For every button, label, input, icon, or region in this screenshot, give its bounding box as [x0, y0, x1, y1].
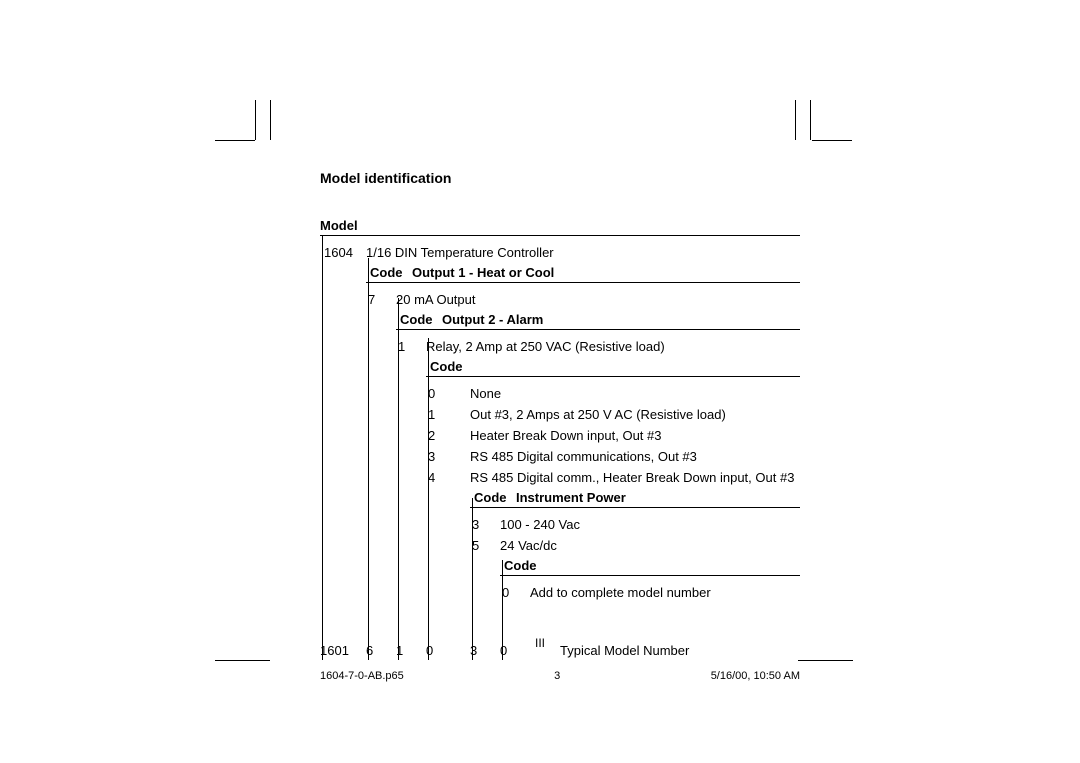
model-id-table: Model 1604 1/16 DIN Temperature Controll… [320, 216, 800, 658]
table-row: 1 Out #3, 2 Amps at 250 V AC (Resistive … [426, 404, 800, 425]
row-desc: RS 485 Digital communications, Out #3 [470, 449, 800, 464]
row-code: 2 [426, 428, 470, 443]
model-desc: 1/16 DIN Temperature Controller [366, 245, 800, 260]
code-label: Code [500, 558, 546, 573]
section-header-complete: Code [500, 556, 800, 576]
section-header-output2: Code Output 2 - Alarm [396, 310, 800, 330]
code-label: Code [426, 359, 472, 374]
row-code: 1 [396, 339, 426, 354]
code-label: Code [366, 265, 412, 280]
table-row: 3 RS 485 Digital communications, Out #3 [426, 446, 800, 467]
section-header-options: Code [426, 357, 800, 377]
footer-timestamp: 5/16/00, 10:50 AM [711, 670, 800, 682]
row-desc: 20 mA Output [396, 292, 800, 307]
row-desc: None [470, 386, 800, 401]
row-desc: 100 - 240 Vac [500, 517, 800, 532]
section-title: Output 2 - Alarm [442, 312, 543, 327]
crop-mark [810, 100, 811, 140]
crop-mark [215, 140, 255, 141]
row-desc: 24 Vac/dc [500, 538, 800, 553]
footer-page-number: 3 [554, 670, 560, 682]
connector-line [428, 338, 429, 660]
footer-filename: 1604-7-0-AB.p65 [320, 670, 404, 682]
connector-line [398, 298, 399, 660]
section-title: Output 1 - Heat or Cool [412, 265, 554, 280]
row-code: 5 [470, 538, 500, 553]
row-desc: Heater Break Down input, Out #3 [470, 428, 800, 443]
table-row: 0 Add to complete model number [500, 582, 800, 603]
table-row: 1 Relay, 2 Amp at 250 VAC (Resistive loa… [396, 336, 800, 357]
model-header-label: Model [320, 218, 358, 233]
crop-mark [812, 140, 852, 141]
connector-line [368, 258, 369, 660]
crop-mark [270, 100, 271, 140]
code-label: Code [396, 312, 442, 327]
code-label: Code [470, 490, 516, 505]
section-header-output1: Code Output 1 - Heat or Cool [366, 263, 800, 283]
page-body: Model identification Model 1604 1/16 DIN… [320, 170, 800, 658]
row-code: 7 [366, 292, 396, 307]
row-desc: Add to complete model number [530, 585, 800, 600]
row-code: 0 [426, 386, 470, 401]
crop-mark [795, 100, 796, 140]
row-desc: Relay, 2 Amp at 250 VAC (Resistive load) [426, 339, 800, 354]
table-row: 4 RS 485 Digital comm., Heater Break Dow… [426, 467, 800, 488]
connector-line [322, 236, 323, 660]
table-row: 7 20 mA Output [366, 289, 800, 310]
row-code: 3 [470, 517, 500, 532]
row-code: 0 [500, 585, 530, 600]
table-row: 3 100 - 240 Vac [470, 514, 800, 535]
page-title: Model identification [320, 170, 800, 186]
section-header-model: Model [320, 216, 800, 236]
model-code: 1604 [320, 245, 366, 260]
crop-mark [798, 660, 853, 661]
section-header-power: Code Instrument Power [470, 488, 800, 508]
model-row: 1604 1/16 DIN Temperature Controller [320, 242, 800, 263]
table-row: 5 24 Vac/dc [470, 535, 800, 556]
crop-mark [215, 660, 270, 661]
row-code: 4 [426, 470, 470, 485]
row-code: 1 [426, 407, 470, 422]
row-desc: RS 485 Digital comm., Heater Break Down … [470, 470, 800, 485]
page-footer: 1604-7-0-AB.p65 3 5/16/00, 10:50 AM [320, 670, 800, 682]
crop-mark [255, 100, 256, 140]
section-title: Instrument Power [516, 490, 626, 505]
row-code: 3 [426, 449, 470, 464]
row-desc: Out #3, 2 Amps at 250 V AC (Resistive lo… [470, 407, 800, 422]
page-number-roman: III [0, 636, 1080, 650]
table-row: 2 Heater Break Down input, Out #3 [426, 425, 800, 446]
table-row: 0 None [426, 383, 800, 404]
